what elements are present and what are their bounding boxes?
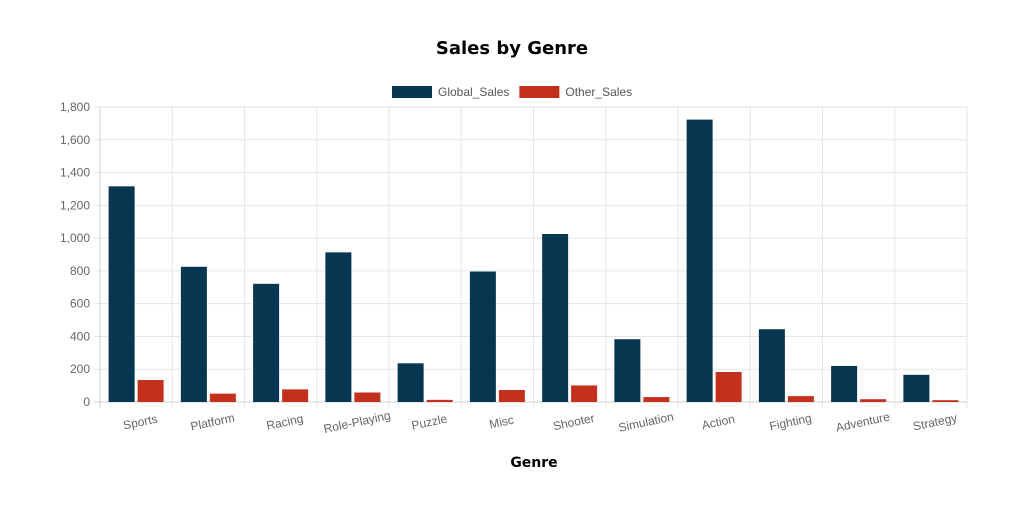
x-tick-label: Strategy bbox=[912, 411, 959, 434]
legend-item[interactable]: Global_Sales bbox=[392, 85, 509, 99]
bar-global-sales bbox=[108, 186, 135, 402]
x-axis-label: Genre bbox=[510, 455, 557, 471]
chart-title: Sales by Genre bbox=[436, 38, 588, 59]
bar-other-sales bbox=[426, 399, 453, 402]
x-axis-ticks: Sports Platform Racing Role-Playing Puzzle Mi… bbox=[122, 408, 958, 436]
legend: Global_Sales Other_Sales bbox=[392, 85, 632, 99]
x-tick-label: Action bbox=[701, 412, 737, 433]
bar-global-sales bbox=[614, 339, 641, 402]
legend-swatch bbox=[519, 86, 560, 98]
y-tick-label: 200 bbox=[70, 362, 90, 376]
legend-item[interactable]: Other_Sales bbox=[519, 85, 632, 99]
y-tick-label: 1,200 bbox=[60, 198, 90, 212]
bar-other-sales bbox=[571, 385, 598, 402]
bar-global-sales bbox=[325, 252, 352, 402]
x-tick-label: Simulation bbox=[617, 409, 675, 434]
bar-global-sales bbox=[686, 119, 713, 402]
y-axis-ticks: 0 200 400 600 800 1,000 1,200 1,400 1,600 1,800 bbox=[60, 100, 90, 409]
bar-other-sales bbox=[860, 399, 887, 402]
x-tick-label: Role-Playing bbox=[322, 408, 391, 436]
bar-global-sales bbox=[903, 374, 930, 402]
bar-global-sales bbox=[180, 266, 207, 402]
y-tick-label: 0 bbox=[83, 395, 90, 409]
y-tick-label: 600 bbox=[70, 297, 90, 311]
legend-swatch bbox=[392, 86, 432, 98]
legend-label: Global_Sales bbox=[438, 85, 509, 99]
x-tick-label: Fighting bbox=[768, 411, 813, 434]
y-tick-label: 800 bbox=[70, 264, 90, 278]
x-tick-label: Platform bbox=[189, 411, 236, 434]
bar-other-sales bbox=[137, 380, 164, 402]
bar-other-sales bbox=[282, 389, 309, 402]
bar-global-sales bbox=[831, 365, 858, 402]
bars bbox=[108, 119, 959, 402]
bar-other-sales bbox=[787, 396, 814, 402]
legend-label: Other_Sales bbox=[565, 85, 632, 99]
bar-global-sales bbox=[542, 234, 569, 402]
bar-global-sales bbox=[469, 271, 496, 402]
bar-other-sales bbox=[498, 390, 525, 402]
x-tick-label: Shooter bbox=[552, 411, 596, 433]
bar-other-sales bbox=[643, 397, 670, 402]
bar-other-sales bbox=[932, 400, 959, 402]
bar-other-sales bbox=[354, 392, 381, 402]
gridlines bbox=[94, 106, 968, 408]
x-tick-label: Sports bbox=[122, 412, 159, 433]
y-tick-label: 1,600 bbox=[60, 133, 90, 147]
bar-other-sales bbox=[209, 393, 236, 402]
y-tick-label: 400 bbox=[70, 329, 90, 343]
bar-global-sales bbox=[397, 363, 424, 402]
bar-other-sales bbox=[715, 372, 742, 402]
bar-global-sales bbox=[758, 329, 785, 402]
y-tick-label: 1,800 bbox=[60, 100, 90, 114]
x-tick-label: Misc bbox=[488, 413, 515, 432]
x-tick-label: Puzzle bbox=[410, 411, 448, 432]
bar-global-sales bbox=[253, 283, 280, 402]
x-tick-label: Adventure bbox=[835, 409, 892, 434]
y-tick-label: 1,400 bbox=[60, 166, 90, 180]
x-tick-label: Racing bbox=[265, 411, 304, 432]
y-tick-label: 1,000 bbox=[60, 231, 90, 245]
